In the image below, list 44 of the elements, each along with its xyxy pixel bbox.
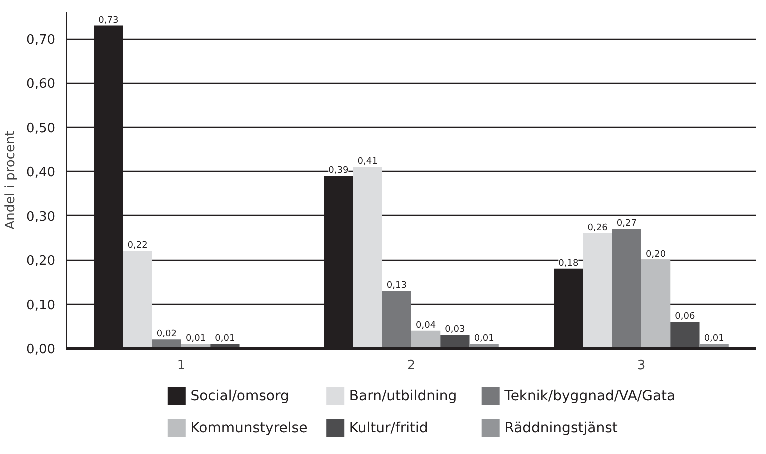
y-axis-title: Andel i procent: [4, 131, 19, 230]
y-tick-label: 0,30: [26, 210, 56, 225]
data-label: 0,26: [588, 224, 608, 234]
data-label: 0,73: [98, 16, 119, 26]
bar: [670, 322, 700, 348]
data-label: 0,03: [445, 325, 466, 336]
data-label: 0,01: [704, 334, 724, 344]
bar: [382, 291, 412, 348]
bar: [123, 251, 152, 348]
data-label: 0,13: [386, 281, 407, 292]
legend-label: Kommunstyrelse: [190, 420, 308, 436]
data-label: 0,06: [675, 312, 696, 322]
legend-label: Kultur/fritid: [349, 420, 428, 436]
data-label: 0,04: [416, 320, 436, 331]
x-tick-label: 1: [177, 358, 186, 374]
y-tick-label: 0,70: [26, 33, 56, 48]
legend-label: Teknik/byggnad/VA/Gata: [504, 388, 676, 405]
bar: [353, 167, 382, 348]
data-label: 0,02: [156, 330, 177, 340]
data-label: 0,27: [616, 219, 637, 230]
legend-label: Social/omsorg: [190, 388, 290, 405]
data-label: 0,41: [358, 157, 378, 168]
y-tick-label: 0,10: [26, 298, 56, 314]
y-tick-label: 0,00: [26, 342, 56, 358]
data-label: 0,20: [646, 250, 666, 260]
y-tick-label: 0,20: [26, 254, 56, 270]
legend-label: Barn/utbildning: [349, 388, 458, 405]
data-label: 0,01: [474, 334, 494, 344]
bar: [612, 229, 642, 348]
data-label: 0,39: [328, 166, 349, 176]
legend-label: Räddningstjänst: [504, 420, 618, 436]
bar: [583, 234, 612, 348]
bar: [412, 330, 441, 348]
x-tick-label: 3: [637, 358, 646, 374]
data-label: 0,01: [215, 334, 236, 344]
data-label: 0,18: [558, 258, 579, 269]
y-tick-label: 0,40: [26, 166, 56, 181]
data-label: 0,22: [128, 241, 148, 252]
y-tick-label: 0,60: [26, 77, 56, 92]
x-tick-label: 2: [407, 358, 416, 374]
y-tick-label: 0,50: [26, 121, 56, 136]
data-label: 0,01: [186, 334, 206, 344]
bar: [642, 260, 671, 348]
bar: [440, 335, 470, 348]
